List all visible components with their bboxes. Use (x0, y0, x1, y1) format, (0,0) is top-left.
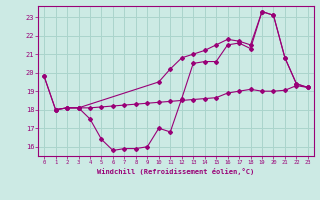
X-axis label: Windchill (Refroidissement éolien,°C): Windchill (Refroidissement éolien,°C) (97, 168, 255, 175)
